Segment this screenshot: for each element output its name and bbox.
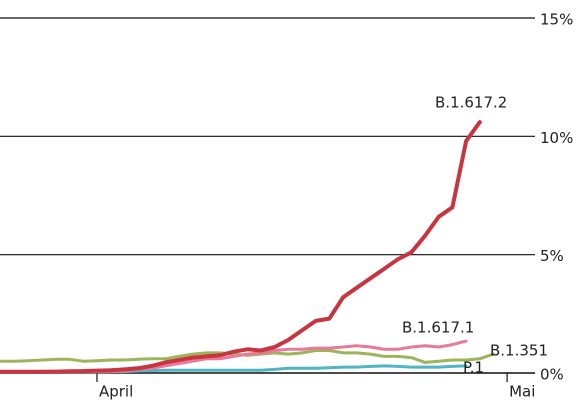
x-tick-label: Mai (509, 383, 535, 401)
series-line (0, 349, 495, 364)
y-tick-label: 15% (540, 11, 573, 29)
series-label: B.1.351 (490, 342, 548, 360)
x-tick-label: April (99, 383, 133, 401)
series-label: B.1.617.2 (435, 94, 507, 112)
y-tick-label: 10% (540, 129, 573, 147)
series-label: B.1.617.1 (402, 319, 474, 337)
series-line (0, 120, 482, 374)
y-tick-label: 0% (540, 366, 564, 384)
y-tick-label: 5% (540, 247, 564, 265)
series-label: P.1 (463, 359, 484, 377)
